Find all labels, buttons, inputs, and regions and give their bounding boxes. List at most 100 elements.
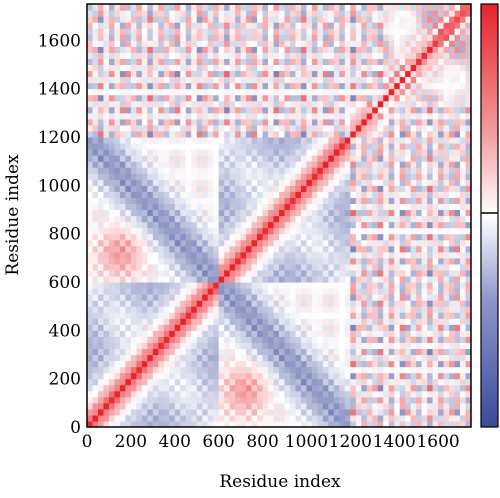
- heatmap-cell: [185, 348, 192, 356]
- heatmap-cell: [377, 402, 384, 410]
- heatmap-cell: [152, 257, 159, 265]
- heatmap-cell: [328, 118, 335, 126]
- heatmap-cell: [383, 136, 390, 144]
- heatmap-cell: [454, 215, 461, 223]
- heatmap-cell: [322, 384, 329, 392]
- heatmap-cell: [92, 124, 99, 132]
- heatmap-cell: [405, 149, 412, 156]
- heatmap-cell: [240, 221, 247, 229]
- heatmap-cell: [262, 402, 269, 410]
- heatmap-cell: [311, 324, 318, 331]
- heatmap-cell: [366, 118, 373, 126]
- heatmap-cell: [213, 124, 220, 132]
- heatmap-cell: [213, 269, 220, 277]
- heatmap-cell: [465, 390, 471, 398]
- heatmap-cell: [300, 348, 308, 356]
- heatmap-cell: [213, 173, 220, 180]
- heatmap-cell: [394, 312, 401, 319]
- heatmap-cell: [240, 251, 247, 259]
- x-tick-label: 1400: [373, 432, 416, 452]
- heatmap-cell: [114, 124, 121, 132]
- heatmap-cell: [361, 149, 368, 156]
- heatmap-cell: [443, 4, 450, 11]
- heatmap-cell: [295, 227, 302, 235]
- heatmap-cell: [350, 342, 357, 350]
- heatmap-cell: [454, 294, 461, 301]
- heatmap-cell: [416, 82, 423, 90]
- heatmap-cell: [279, 251, 286, 259]
- heatmap-cell: [240, 94, 247, 102]
- heatmap-cell: [191, 281, 198, 289]
- heatmap-cell: [289, 251, 297, 259]
- heatmap-cell: [427, 4, 434, 11]
- heatmap-cell: [339, 191, 346, 198]
- heatmap-cell: [169, 396, 176, 404]
- heatmap-cell: [355, 221, 362, 229]
- heatmap-cell: [339, 64, 346, 72]
- heatmap-cell: [443, 118, 450, 126]
- heatmap-cell: [163, 173, 170, 180]
- heatmap-cell: [454, 88, 461, 96]
- heatmap-cell: [328, 294, 335, 301]
- heatmap-cell: [399, 306, 406, 313]
- heatmap-cell: [361, 408, 368, 416]
- heatmap-cell: [251, 64, 258, 72]
- heatmap-cell: [130, 191, 137, 198]
- heatmap-cell: [279, 209, 286, 217]
- heatmap-cell: [125, 354, 132, 362]
- heatmap-cell: [410, 239, 417, 247]
- heatmap-cell: [388, 233, 395, 241]
- heatmap-cell: [262, 408, 269, 416]
- heatmap-cell: [427, 251, 434, 259]
- heatmap-cell: [344, 336, 351, 343]
- heatmap-cell: [306, 70, 313, 78]
- heatmap-cell: [87, 215, 94, 223]
- heatmap-cell: [92, 396, 99, 404]
- heatmap-cell: [449, 396, 456, 404]
- heatmap-cell: [136, 378, 143, 386]
- heatmap-cell: [163, 402, 170, 410]
- heatmap-cell: [158, 324, 165, 331]
- heatmap-cell: [257, 269, 264, 277]
- heatmap-cell: [295, 263, 302, 271]
- heatmap-cell: [421, 155, 428, 162]
- heatmap-cell: [394, 245, 401, 253]
- heatmap-cell: [361, 106, 368, 114]
- heatmap-cell: [251, 281, 258, 289]
- heatmap-cell: [410, 233, 417, 241]
- heatmap-cell: [229, 76, 236, 84]
- heatmap-cell: [317, 281, 324, 289]
- heatmap-cell: [97, 155, 105, 162]
- heatmap-cell: [213, 330, 220, 337]
- heatmap-cell: [460, 167, 467, 174]
- heatmap-cell: [191, 124, 198, 132]
- heatmap-cell: [235, 106, 242, 114]
- heatmap-cell: [394, 330, 401, 337]
- heatmap-cell: [196, 312, 203, 319]
- heatmap-cell: [289, 245, 297, 253]
- heatmap-cell: [328, 142, 335, 150]
- heatmap-cell: [427, 52, 434, 59]
- heatmap-cell: [229, 245, 236, 253]
- heatmap-cell: [383, 408, 390, 416]
- heatmap-cell: [333, 142, 340, 150]
- heatmap-cell: [273, 330, 280, 337]
- heatmap-cell: [322, 306, 329, 313]
- heatmap-cell: [350, 46, 357, 53]
- heatmap-cell: [339, 185, 346, 192]
- heatmap-cell: [92, 149, 99, 156]
- heatmap-cell: [114, 384, 121, 392]
- heatmap-cell: [218, 58, 225, 66]
- heatmap-cell: [180, 263, 187, 271]
- heatmap-cell: [405, 4, 412, 11]
- heatmap-cell: [213, 366, 220, 374]
- heatmap-cell: [432, 112, 439, 120]
- heatmap-cell: [163, 336, 170, 343]
- heatmap-cell: [289, 354, 297, 362]
- heatmap-cell: [251, 112, 258, 120]
- heatmap-cell: [361, 130, 368, 138]
- heatmap-cell: [246, 408, 253, 416]
- heatmap-cell: [158, 130, 165, 138]
- heatmap-cell: [300, 396, 308, 404]
- heatmap-cell: [344, 384, 351, 392]
